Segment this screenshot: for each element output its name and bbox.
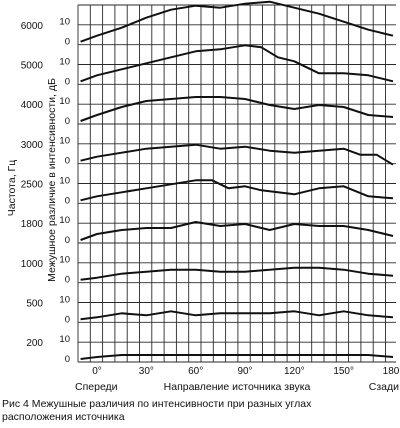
x-tick-label: 150° [333, 366, 354, 377]
band-tick-0: 0 [65, 235, 70, 246]
band-tick-10: 10 [59, 136, 70, 147]
x-axis-title: Направление источника звука [164, 381, 311, 393]
band-tick-0: 0 [65, 195, 70, 206]
x-tick-label: 90° [237, 366, 252, 377]
curve-5000-hz [80, 44, 394, 83]
band-tick-10: 10 [59, 17, 70, 28]
band-tick-0: 0 [65, 116, 70, 127]
interaural-intensity-chart: 0 10 0 10 0 10 0 10 0 10 0 10 0 10 0 10 0 10 6000 5000 4000… [6, 0, 400, 393]
band-tick-0: 0 [65, 275, 70, 286]
frequency-label: 5000 [21, 60, 44, 71]
frequency-label: 1000 [21, 259, 44, 270]
x-label-front: Спереди [75, 381, 118, 393]
curve-3000-hz [80, 143, 394, 166]
band-tick-10: 10 [59, 215, 70, 226]
band-tick-0: 0 [65, 37, 70, 48]
frequency-label: 6000 [21, 21, 44, 32]
curve-4000-hz [80, 96, 394, 122]
x-tick-label: 60° [188, 366, 203, 377]
frequency-label: 4000 [21, 100, 44, 111]
band-tick-10: 10 [59, 96, 70, 107]
frequency-label: 2500 [21, 179, 44, 190]
frequency-label: 200 [26, 338, 43, 349]
x-tick-label: 30° [139, 366, 154, 377]
x-label-back: Сзади [369, 381, 399, 393]
curve-1000-hz [80, 266, 394, 281]
band-tick-10: 10 [59, 334, 70, 345]
band-tick-0: 0 [65, 76, 70, 87]
band-tick-10: 10 [59, 255, 70, 266]
curves [80, 0, 394, 360]
figure-caption: Рис 4 Межушные различия по интенсивности… [2, 398, 312, 423]
band-tick-0: 0 [65, 156, 70, 167]
x-tick-label: 0° [92, 366, 102, 377]
band-tick-labels: 0 10 0 10 0 10 0 10 0 10 0 10 0 10 0 10 0 10 [59, 17, 70, 365]
chart-grid [77, 4, 396, 363]
frequency-label: 500 [26, 298, 43, 309]
band-tick-10: 10 [59, 294, 70, 305]
curve-1800-hz [80, 221, 394, 241]
band-tick-0: 0 [65, 314, 70, 325]
band-tick-0: 0 [65, 354, 70, 365]
curve-500-hz [80, 310, 394, 321]
band-tick-10: 10 [59, 175, 70, 186]
y-axis-label-frequency: Частота, Гц [6, 160, 18, 216]
band-tick-10: 10 [59, 56, 70, 67]
curve-6000-hz [80, 0, 394, 43]
frequency-labels: 6000 5000 4000 3000 2500 1800 1000 500 200 [21, 21, 44, 349]
frequency-label: 1800 [21, 219, 44, 230]
x-axis-ticks: 0° 30° 60° 90° 120° 150° 180° [92, 366, 400, 377]
curve-200-hz [80, 354, 394, 360]
frequency-label: 3000 [21, 140, 44, 151]
curve-2500-hz [80, 179, 394, 202]
y-axis-label-intensity: Межушное различие в интенсивности, дБ [46, 78, 58, 282]
x-tick-label: 120° [284, 366, 305, 377]
x-tick-label: 180° [383, 366, 400, 377]
